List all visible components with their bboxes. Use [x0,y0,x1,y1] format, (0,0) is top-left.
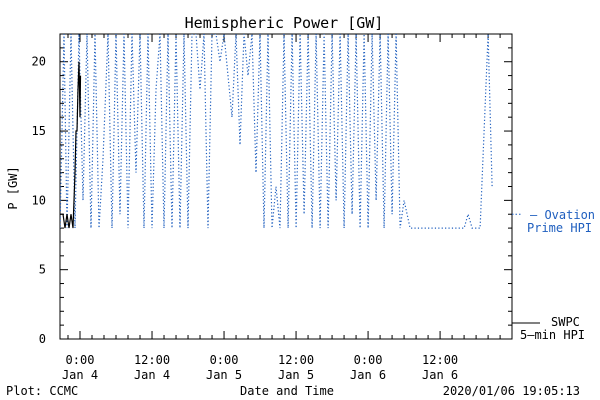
legend-ovation-label-line2: Prime HPI [527,221,592,235]
y-tick-label: 5 [39,263,46,277]
x-tick-label-date: Jan 5 [206,368,242,382]
chart-title: Hemispheric Power [GW] [185,14,384,32]
x-tick-label-time: 0:00 [66,353,95,367]
ovation-prime-series-line [60,34,493,229]
x-axis-label: Date and Time [240,384,334,398]
y-tick-label: 20 [32,55,46,69]
y-tick-label: 15 [32,124,46,138]
legend-swpc-label-line1: SWPC [551,315,580,329]
y-axis-label: P [GW] [6,166,20,209]
legend-swpc-label-line2: 5—min HPI [520,328,585,342]
legend-ovation-label-line1: — Ovation [530,208,595,222]
x-tick-label-time: 12:00 [278,353,314,367]
series-layer [60,34,493,229]
x-tick-label-time: 0:00 [210,353,239,367]
x-tick-label-time: 12:00 [422,353,458,367]
plot-frame [59,33,513,340]
x-tick-label-time: 0:00 [354,353,383,367]
x-tick-label-time: 12:00 [134,353,170,367]
swpc-series-line [60,61,82,229]
y-tick-label: 0 [39,332,46,346]
x-tick-label-date: Jan 5 [278,368,314,382]
x-tick-label-date: Jan 6 [422,368,458,382]
y-axis-ticks: 0 5 10 15 20 [32,33,512,346]
y-tick-label: 10 [32,193,46,207]
x-tick-label-date: Jan 4 [134,368,170,382]
footer-timestamp: 2020/01/06 19:05:13 [443,384,580,398]
plot-border [59,33,513,340]
x-tick-label-date: Jan 4 [62,368,98,382]
footer-credit: Plot: CCMC [6,384,78,398]
x-tick-label-date: Jan 6 [350,368,386,382]
